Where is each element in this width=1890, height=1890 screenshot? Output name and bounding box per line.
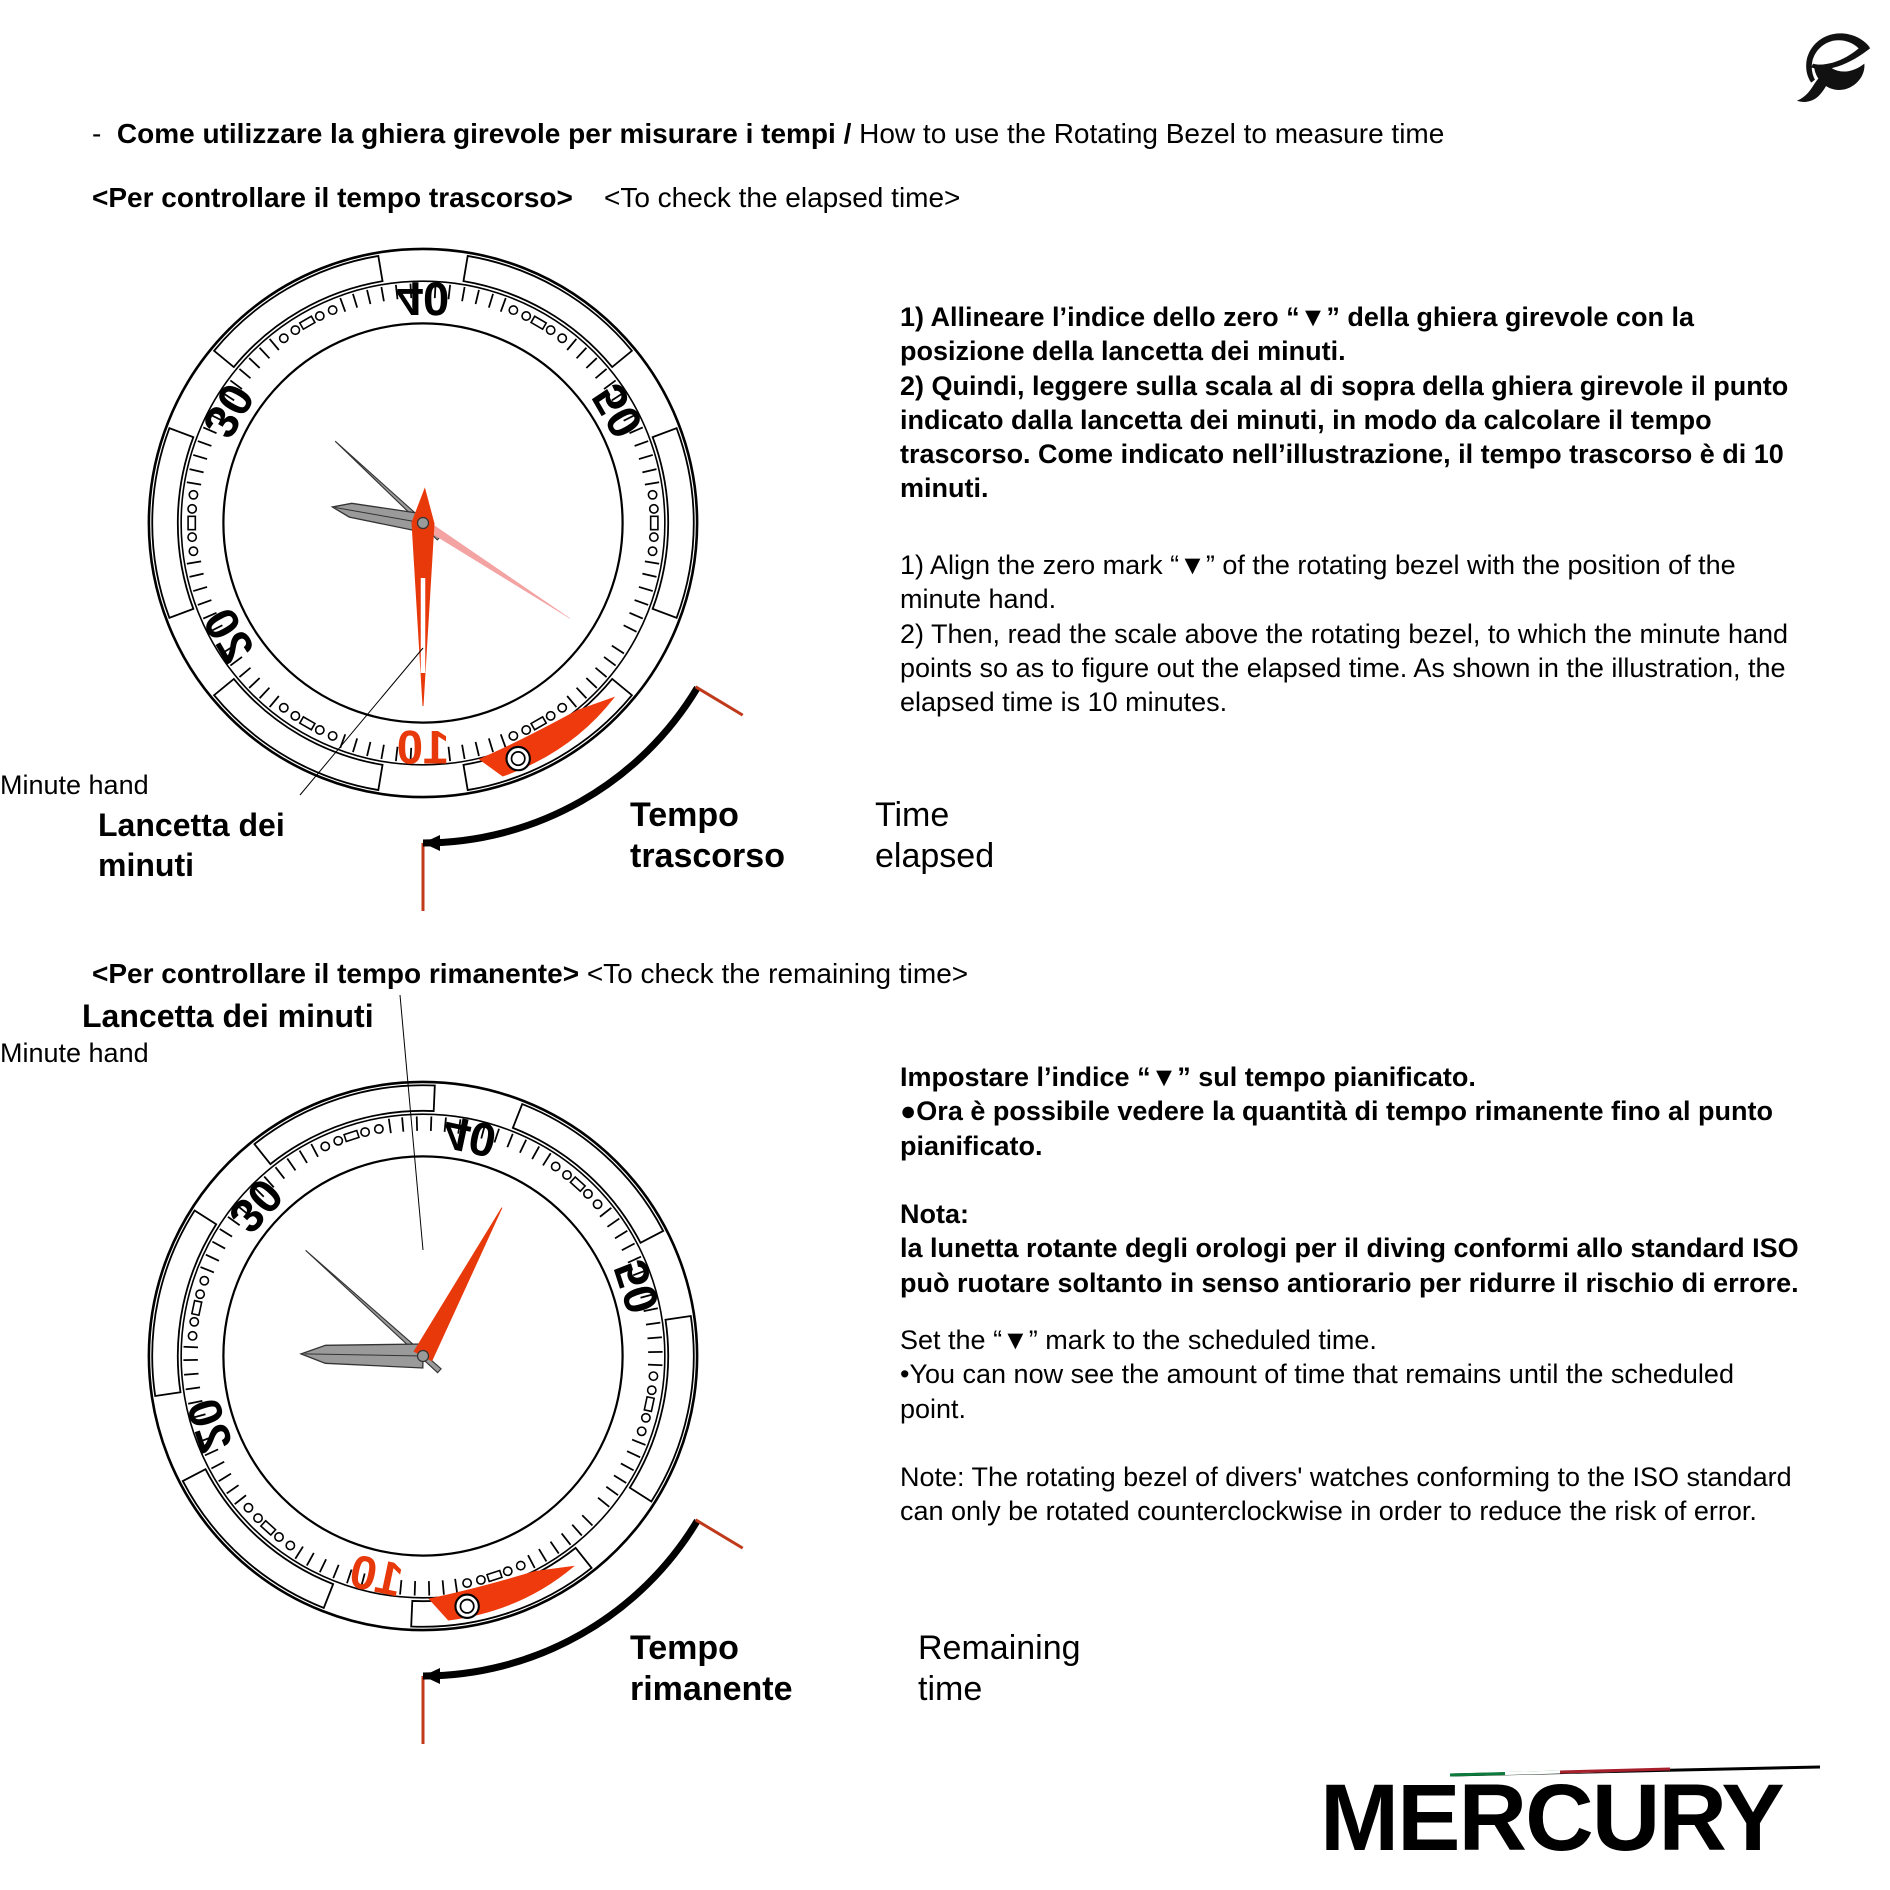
svg-text:MERCURY: MERCURY [1320,1765,1783,1865]
